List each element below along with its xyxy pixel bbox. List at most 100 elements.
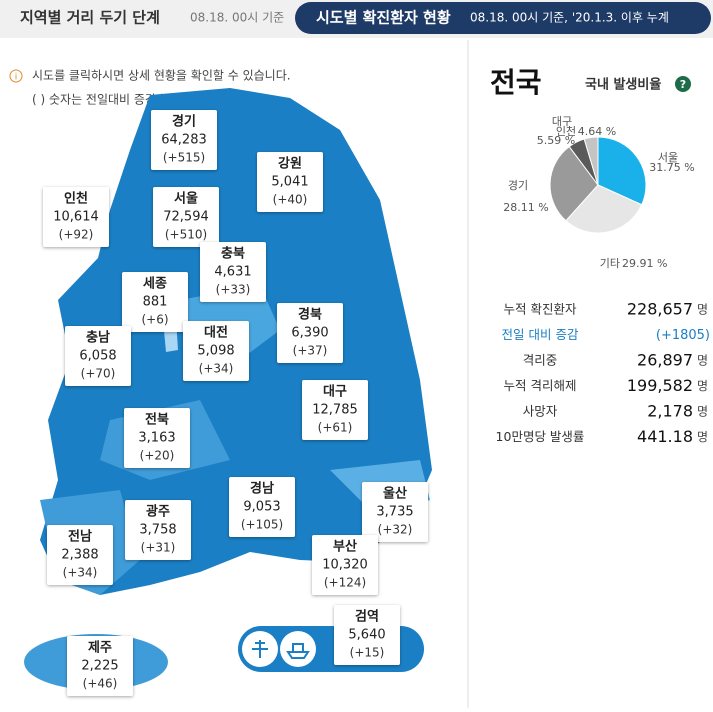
region-total: 6,058	[79, 349, 116, 364]
ship-icon[interactable]	[280, 631, 316, 667]
region-total: 3,735	[376, 505, 413, 520]
region-total: 2,388	[61, 548, 98, 563]
region-change: (+510)	[165, 228, 207, 242]
region-total: 64,283	[161, 133, 207, 148]
region-total: 9,053	[243, 500, 280, 515]
stat-label: 전일 대비 증감	[502, 327, 579, 342]
region-total: 3,758	[139, 523, 176, 538]
region-card[interactable]	[125, 500, 191, 560]
active-tab[interactable]	[295, 2, 711, 34]
region-name[interactable]: 대구	[323, 385, 347, 400]
stat-value: 2,178	[647, 402, 693, 421]
pie-slice	[565, 184, 643, 234]
region-card[interactable]	[302, 380, 368, 440]
region-card[interactable]	[65, 326, 131, 386]
stat-label: 격리중	[523, 353, 558, 368]
region-card[interactable]	[334, 605, 400, 665]
stat-unit: 명	[697, 379, 708, 393]
region-name[interactable]: 전남	[68, 529, 92, 545]
region-name[interactable]: 충북	[221, 246, 245, 262]
stat-label: 10만명당 발생률	[496, 429, 585, 444]
region-change: (+31)	[141, 541, 176, 555]
region-change: (+515)	[163, 151, 205, 165]
region-name[interactable]: 제주	[88, 641, 112, 656]
pie-label: 기타	[600, 257, 620, 270]
region-name[interactable]: 전북	[145, 412, 169, 428]
region-total: 3,163	[138, 431, 175, 446]
region-card[interactable]	[124, 408, 190, 468]
region-name[interactable]: 서울	[174, 191, 198, 207]
info-icon-mark: i	[15, 73, 18, 83]
region-total: 10,320	[322, 558, 368, 573]
region-card[interactable]	[362, 482, 428, 542]
region-total: 5,098	[197, 344, 234, 359]
region-change: (+20)	[140, 449, 175, 463]
stat-unit: 명	[697, 430, 708, 444]
region-total: 2,225	[81, 659, 118, 674]
region-card[interactable]	[229, 477, 295, 537]
region-card[interactable]	[277, 303, 343, 363]
tab-title[interactable]: 지역별 거리 두기 단계	[20, 9, 160, 27]
ship-glyph	[286, 643, 310, 659]
region-change: (+124)	[324, 576, 366, 590]
help-mark[interactable]: ?	[680, 78, 686, 91]
region-card[interactable]	[200, 242, 266, 302]
tab-note: 08.18. 00시 기준	[190, 11, 284, 25]
region-name[interactable]: 광주	[146, 505, 170, 520]
pie-label: 경기	[508, 179, 528, 192]
region-name[interactable]: 강원	[278, 156, 302, 172]
note: ( ) 숫자는 전일대비 증감수치	[32, 93, 178, 107]
ratio-title: 국내 발생비율	[585, 77, 661, 93]
region-card[interactable]	[67, 636, 133, 696]
region-change: (+37)	[293, 344, 328, 358]
help-icon[interactable]	[675, 76, 691, 92]
region-name[interactable]: 경남	[250, 481, 274, 497]
region-name[interactable]: 경기	[172, 114, 196, 130]
region-name[interactable]: 부산	[333, 539, 357, 555]
region-change: (+70)	[81, 367, 116, 381]
region-name[interactable]: 충남	[86, 330, 110, 346]
stat-label: 누적 확진환자	[504, 302, 577, 317]
region-change: (+40)	[273, 193, 308, 207]
pie-slice	[597, 136, 647, 206]
pie-value-label: 4.64 %	[578, 125, 616, 138]
region-card[interactable]	[47, 525, 113, 585]
region-name[interactable]: 검역	[355, 609, 379, 625]
region-total: 72,594	[163, 210, 209, 225]
region-total: 6,390	[291, 326, 328, 341]
pie-slice	[583, 136, 599, 186]
region-name[interactable]: 울산	[383, 486, 407, 502]
stat-label: 사망자	[523, 404, 558, 419]
pie-slice	[549, 145, 599, 222]
stat-unit: 명	[697, 354, 708, 368]
pie-value-label: 31.75 %	[649, 161, 694, 174]
region-card[interactable]	[122, 272, 188, 332]
region-card[interactable]	[257, 152, 323, 212]
stat-value: (+1805)	[656, 328, 710, 343]
info-icon	[9, 69, 23, 83]
region-total: 881	[143, 295, 168, 310]
tab-note: 08.18. 00시 기준, '20.1.3. 이후 누계	[470, 11, 669, 25]
tab-title[interactable]: 시도별 확진환자 현황	[316, 9, 451, 27]
region-card[interactable]	[183, 321, 249, 381]
region-total: 10,614	[53, 210, 99, 225]
pie-value-label: 29.91 %	[622, 257, 667, 270]
region-change: (+34)	[199, 362, 234, 376]
region-card[interactable]	[153, 187, 219, 247]
region-change: (+33)	[216, 283, 251, 297]
region-card[interactable]	[43, 187, 109, 247]
region-total: 4,631	[214, 265, 251, 280]
region-total: 12,785	[312, 403, 358, 418]
region-name[interactable]: 세종	[143, 277, 167, 292]
region-name[interactable]: 경북	[298, 307, 322, 323]
region-card[interactable]	[312, 535, 378, 595]
region-total: 5,041	[271, 175, 308, 190]
region-name[interactable]: 인천	[64, 191, 88, 207]
region-name[interactable]: 대전	[204, 325, 228, 341]
region-change: (+32)	[378, 523, 413, 537]
region-change: (+34)	[63, 566, 98, 580]
stat-value: 199,582	[627, 376, 693, 395]
region-change: (+105)	[241, 518, 283, 532]
region-card[interactable]	[151, 110, 217, 170]
